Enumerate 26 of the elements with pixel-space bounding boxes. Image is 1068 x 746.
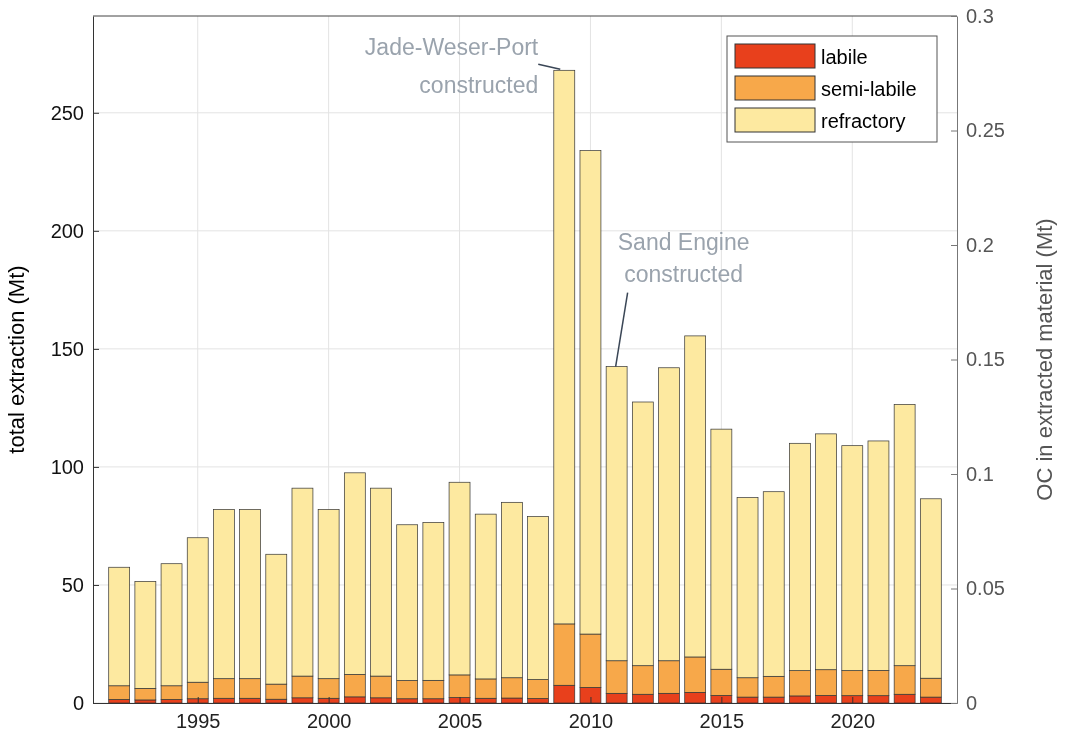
y2-tick-label: 0.15	[966, 348, 1005, 371]
y-tick-label: 50	[61, 573, 84, 596]
y-tick-label: 150	[50, 337, 84, 360]
y-axis-title: total extraction (Mt)	[4, 265, 29, 454]
y-tick-label: 200	[50, 219, 84, 242]
x-tick-label: 2020	[830, 710, 876, 732]
y2-tick-label: 0.2	[966, 233, 994, 256]
legend-label: refractory	[821, 110, 906, 132]
x-tick-label: 2005	[437, 710, 483, 732]
y-tick-label: 100	[50, 455, 84, 478]
annotation: Jade-Weser-Port constructed	[364, 34, 539, 99]
x-tick-label: 2010	[568, 710, 614, 732]
y2-tick-label: 0.3	[966, 4, 994, 27]
x-tick-label: 2000	[306, 710, 352, 732]
y2-tick-label: 0.05	[966, 577, 1005, 600]
y-tick-label: 250	[50, 101, 84, 124]
y-tick-label: 0	[72, 691, 84, 714]
legend-label: semi-labile	[821, 78, 917, 100]
y2-tick-label: 0	[966, 691, 978, 714]
y2-tick-label: 0.25	[966, 119, 1005, 142]
x-tick-label: 1995	[175, 710, 221, 732]
annotation: Sand Engine constructed	[617, 228, 750, 287]
y2-axis-title: OC in extracted material (Mt)	[1032, 218, 1057, 501]
y2-tick-label: 0.1	[966, 462, 994, 485]
x-tick-label: 2015	[699, 710, 745, 732]
legend-label: labile	[821, 46, 868, 68]
